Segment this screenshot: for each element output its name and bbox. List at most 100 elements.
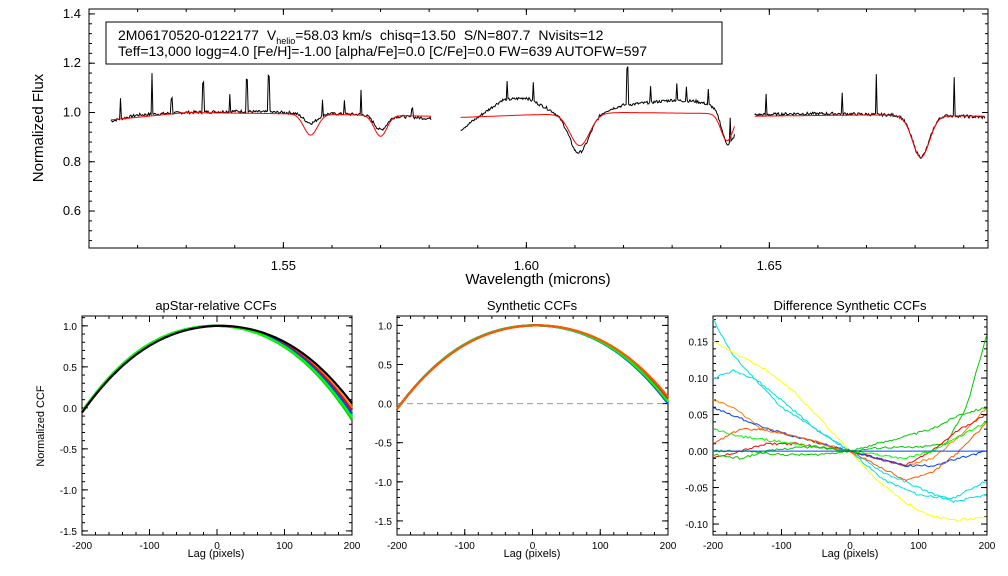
apstar-ccf-y-tick-label: -0.5 (60, 445, 78, 456)
apstar-ccf-x-tick-label: 0 (214, 541, 220, 552)
apstar-ccf-y-tick-label: 1.0 (63, 322, 77, 333)
synthetic-ccf-x-tick-label: 200 (660, 541, 677, 552)
legend-v-label: V (267, 27, 277, 43)
difference-ccf-y-tick-label: -0.05 (685, 484, 708, 495)
apstar-ccf-series-visit-7 (81, 324, 353, 419)
spectrum-panel: 1.55 1.60 1.65 0.6 0.8 1.0 1.2 1.4 2M06170520-0… (30, 6, 989, 288)
difference-ccf-x-axis-title: Lag (pixels) (822, 548, 879, 560)
legend-nvisits: Nvisits=12 (538, 27, 603, 43)
difference-ccf-ticks: -200 -100 0 100 200 -0.10 -0.05 0.00 0.05 0.10 0.1… (685, 316, 996, 552)
synthetic-ccf-y-tick-label: -1.0 (375, 478, 393, 489)
synthetic-ccf-series-visit-5 (396, 324, 669, 410)
spectrum-plot-frame (88, 8, 989, 249)
synthetic-ccf-lines (396, 324, 669, 410)
legend-chisq: chisq=13.50 (380, 27, 456, 43)
spectrum-x-tick-label: 1.65 (757, 258, 782, 273)
spectrum-legend-box (105, 21, 723, 65)
model-spectrum-chip-3 (754, 114, 985, 158)
synthetic-ccf-x-tick-label: -100 (455, 541, 475, 552)
synthetic-ccf-y-tick-label: 1.0 (378, 321, 392, 332)
synthetic-ccf-title: Synthetic CCFs (487, 298, 578, 313)
synthetic-ccf-x-axis-title: Lag (pixels) (504, 548, 561, 560)
apstar-ccf-plot-frame (81, 315, 353, 536)
difference-ccf-x-tick-label: -100 (771, 541, 791, 552)
difference-ccf-series-diff-3 (712, 369, 987, 504)
difference-ccf-y-tick-label: 0.05 (689, 411, 709, 422)
synthetic-ccf-series-visit-6 (396, 324, 669, 410)
apstar-ccf-y-tick-label: 0.0 (63, 404, 77, 415)
synthetic-ccf-y-tick-label: -1.5 (375, 517, 393, 528)
apstar-ccf-x-tick-label: 100 (276, 541, 293, 552)
difference-ccf-y-tick-label: -0.10 (685, 520, 708, 531)
difference-ccf-x-tick-label: 200 (979, 541, 996, 552)
spectrum-x-axis-title: Wavelength (microns) (465, 271, 610, 288)
synthetic-ccf-x-tick-label: -200 (387, 541, 407, 552)
apstar-ccf-y-tick-label: -1.0 (60, 486, 78, 497)
apstar-ccf-y-tick-label: -1.5 (60, 527, 78, 538)
apstar-ccf-x-tick-label: -100 (139, 541, 159, 552)
spectrum-y-tick-label: 1.0 (63, 104, 81, 119)
difference-ccf-y-tick-label: 0.15 (689, 338, 709, 349)
spectrum-x-tick-label: 1.60 (514, 258, 539, 273)
spectrum-ticks: 1.55 1.60 1.65 0.6 0.8 1.0 1.2 1.4 (63, 6, 988, 273)
synthetic-ccf-series-visit-2 (396, 324, 669, 410)
synthetic-ccf-panel: Synthetic CCFs -200 -100 0 100 200 -1.5 -1.0 -0… (375, 298, 677, 560)
synthetic-ccf-y-tick-label: -0.5 (375, 439, 393, 450)
apstar-ccf-x-tick-label: 200 (344, 541, 361, 552)
difference-ccf-plot-frame (712, 315, 988, 536)
spectrum-lines (110, 66, 986, 159)
synthetic-ccf-series-visit-4 (396, 324, 669, 410)
synthetic-ccf-ticks: -200 -100 0 100 200 -1.5 -1.0 -0.5 0.0 0.5 1.0 (375, 316, 677, 552)
synthetic-ccf-x-tick-label: 0 (530, 541, 536, 552)
apstar-ccf-y-axis-title: Normalized CCF (35, 385, 47, 467)
spectrum-y-tick-label: 0.8 (63, 154, 81, 169)
model-spectrum-chip-1 (110, 112, 431, 137)
difference-ccf-series-diff-7 (712, 407, 987, 468)
synthetic-ccf-series-visit-8 (396, 324, 669, 410)
difference-ccf-series-diff-4 (712, 336, 987, 457)
apstar-ccf-series-visit-1 (81, 324, 353, 421)
difference-ccf-series-diff-5 (712, 399, 987, 467)
synthetic-ccf-series-visit-7 (396, 324, 669, 410)
apstar-ccf-series-visit-8 (81, 324, 353, 414)
difference-ccf-y-tick-label: 0.00 (689, 447, 709, 458)
spectrum-y-tick-label: 1.4 (63, 6, 81, 21)
difference-ccf-series-diff-2 (712, 340, 987, 522)
synthetic-ccf-x-tick-label: 100 (592, 541, 609, 552)
difference-ccf-series-diff-1 (712, 319, 987, 500)
difference-ccf-panel: Difference Synthetic CCFs -200 -100 0 100 20… (685, 298, 996, 560)
synthetic-ccf-series-visit-1 (396, 324, 669, 410)
apstar-ccf-lines (81, 324, 353, 421)
spectrum-y-tick-label: 0.6 (63, 203, 81, 218)
synthetic-ccf-y-tick-label: 0.5 (378, 360, 392, 371)
apstar-ccf-ticks: -200 -100 0 100 200 -1.5 -1.0 -0.5 0.0 0.5 1.0 (60, 316, 361, 552)
difference-ccf-x-tick-label: -200 (703, 541, 723, 552)
observed-spectrum-chip-2 (460, 66, 735, 154)
legend-line-2: Teff=13,000 logg=4.0 [Fe/H]=-1.00 [alpha… (118, 43, 647, 59)
difference-ccf-title: Difference Synthetic CCFs (774, 298, 927, 313)
apstar-ccf-panel: apStar-relative CCFs -200 -100 0 100 200 -1.5… (35, 298, 361, 560)
apstar-ccf-x-tick-label: -200 (72, 541, 92, 552)
apstar-ccf-x-axis-title: Lag (pixels) (188, 548, 245, 560)
model-spectrum-chip-2 (460, 112, 735, 147)
spectrum-y-tick-label: 1.2 (63, 55, 81, 70)
observed-spectrum-chip-1 (110, 73, 432, 132)
difference-ccf-lines (712, 319, 987, 522)
difference-ccf-y-tick-label: 0.10 (689, 374, 709, 385)
legend-v-subscript: helio (276, 36, 295, 46)
synthetic-ccf-plot-frame (396, 315, 669, 536)
legend-v-value: =58.03 km/s (295, 27, 372, 43)
difference-ccf-x-tick-label: 0 (847, 541, 853, 552)
apstar-ccf-title: apStar-relative CCFs (155, 298, 277, 313)
apstar-ccf-y-tick-label: 0.5 (63, 363, 77, 374)
synthetic-ccf-y-tick-label: 0.0 (378, 400, 392, 411)
apstar-ccf-series-visit-2 (81, 324, 353, 417)
legend-snr: S/N=807.7 (464, 27, 531, 43)
difference-ccf-x-tick-label: 100 (910, 541, 927, 552)
spectrum-y-axis-title: Normalized Flux (30, 73, 47, 182)
legend-line-1: 2M06170520-0122177 Vhelio=58.03 km/s chisq… (118, 27, 604, 46)
synthetic-ccf-series-visit-3 (396, 324, 669, 410)
legend-star-id: 2M06170520-0122177 (118, 27, 259, 43)
spectrum-x-tick-label: 1.55 (271, 258, 296, 273)
